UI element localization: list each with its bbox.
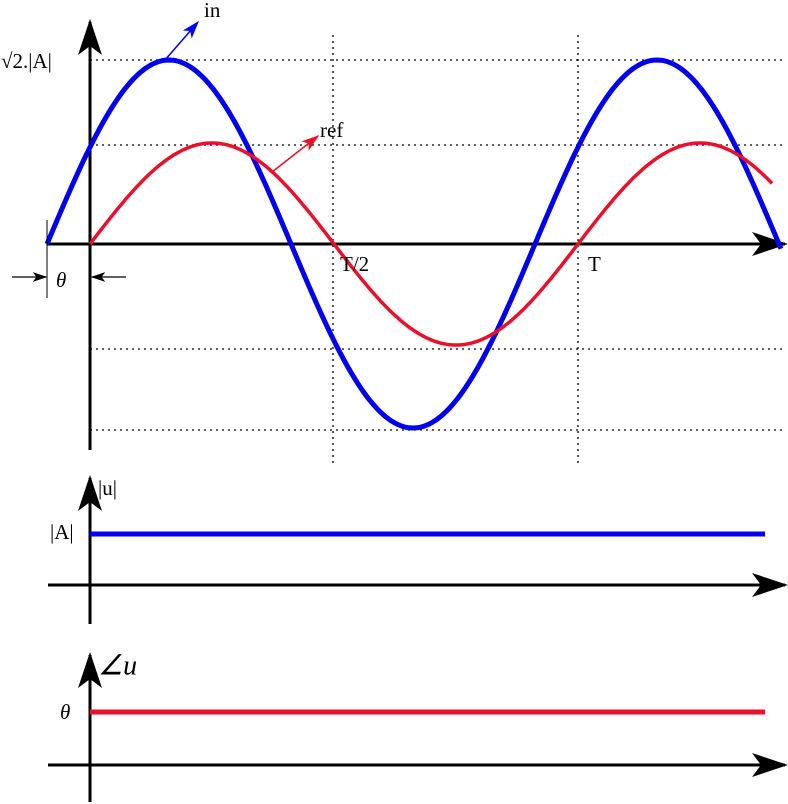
in-label: in <box>204 0 221 22</box>
guides <box>90 35 782 465</box>
input-wave <box>44 57 784 431</box>
ang-level-label: θ <box>60 700 70 724</box>
in-pointer <box>164 20 199 61</box>
ref-pointer <box>271 135 320 173</box>
ang-axis-label: ∠u <box>98 650 137 681</box>
mag-axis-label: |u| <box>98 476 117 500</box>
reference-wave <box>88 141 774 347</box>
half-period-label: T/2 <box>340 252 369 276</box>
ref-label: ref <box>320 118 343 142</box>
mag-level-label: |A| <box>50 520 74 544</box>
phase-label: θ <box>56 268 66 292</box>
period-label: T <box>588 252 601 276</box>
peak-label: √2.|A| <box>1 49 52 73</box>
